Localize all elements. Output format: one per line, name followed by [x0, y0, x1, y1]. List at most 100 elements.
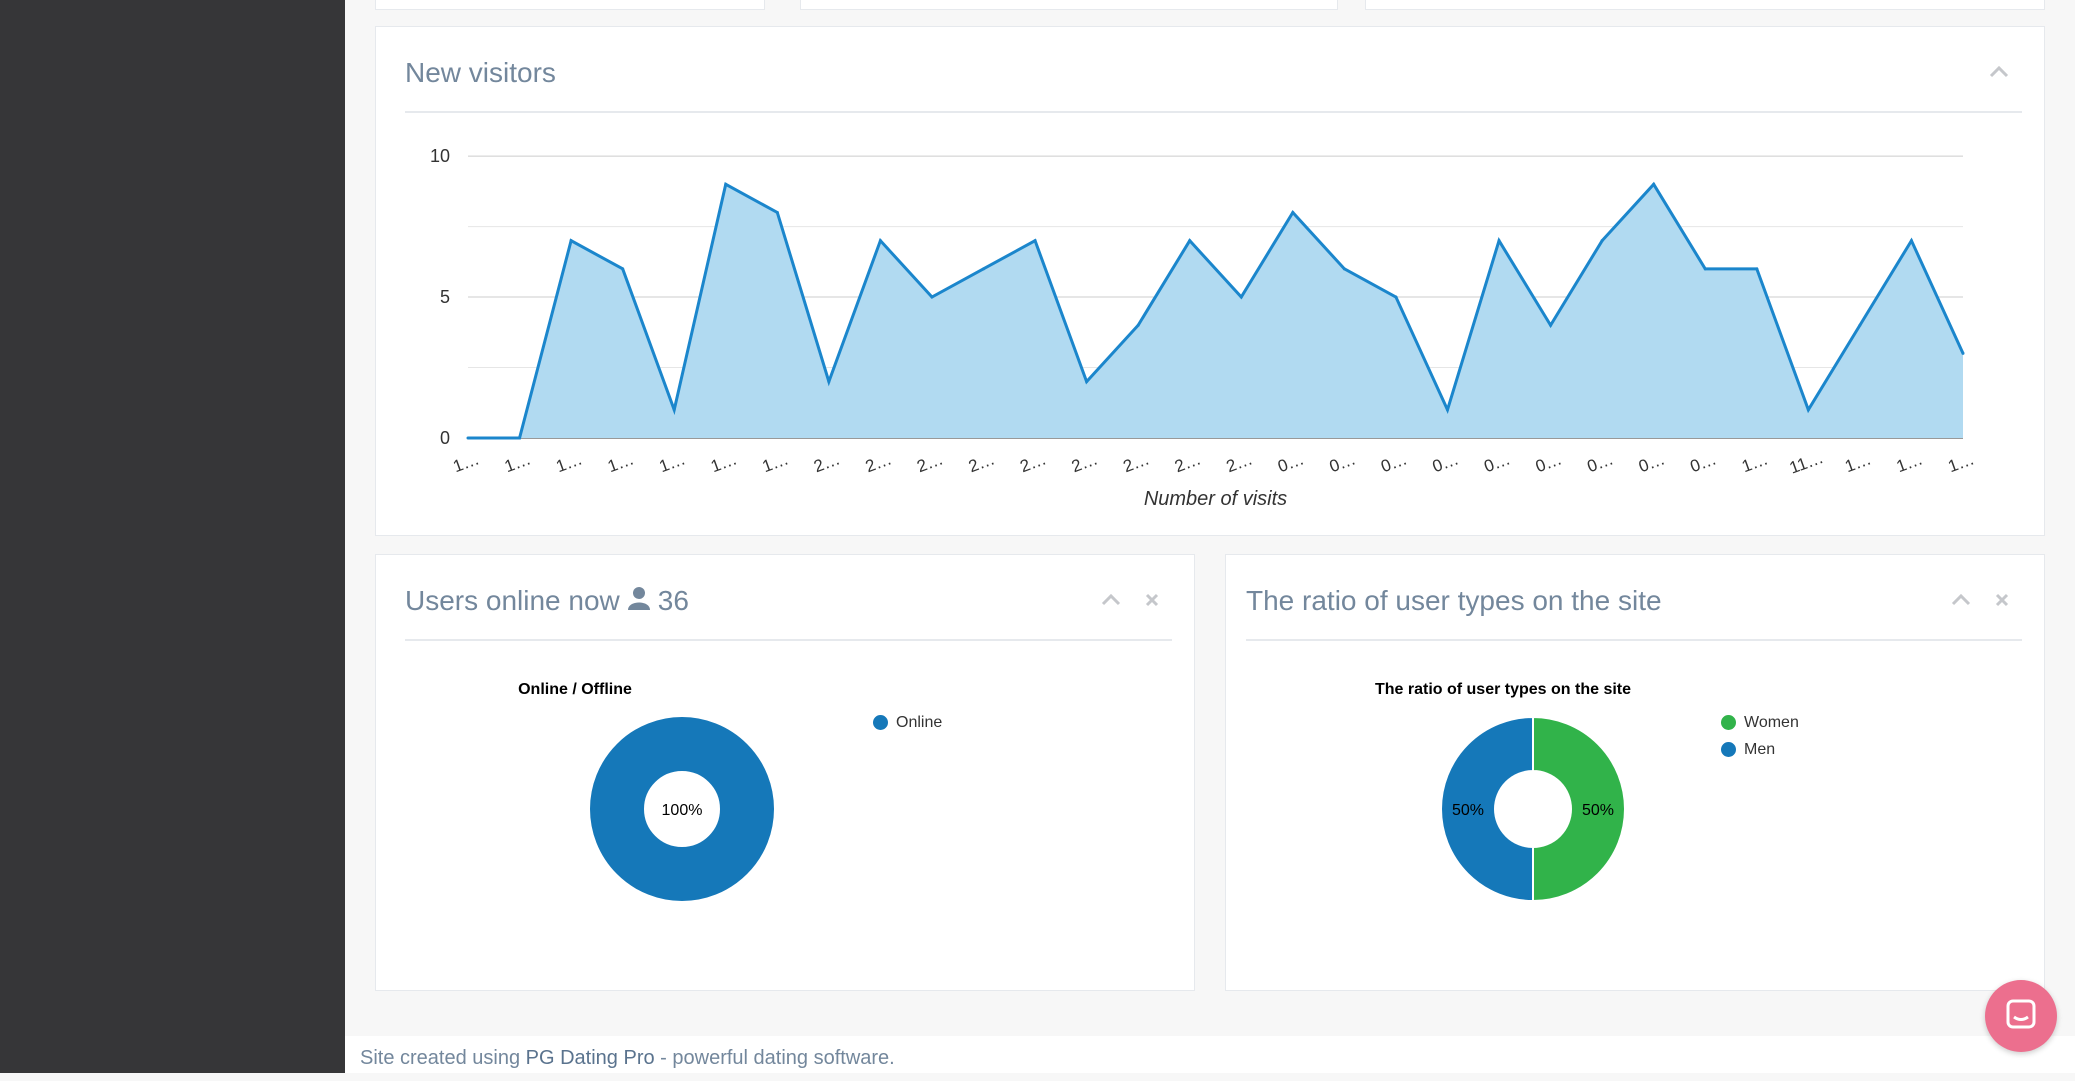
legend-item-men: Men	[1721, 736, 1799, 763]
data-point	[1600, 239, 1604, 243]
data-point	[1858, 323, 1862, 327]
x-tick-label: 0…	[1327, 449, 1358, 476]
data-point	[1188, 239, 1192, 243]
data-point	[1136, 323, 1140, 327]
footer: Site created using PG Dating Pro - power…	[345, 1036, 2075, 1073]
data-point	[1394, 295, 1398, 299]
x-tick-label: 1…	[1945, 449, 1976, 476]
x-tick-label: 0…	[1636, 449, 1667, 476]
close-icon[interactable]	[1144, 589, 1160, 613]
close-icon[interactable]	[1994, 589, 2010, 613]
data-point	[1445, 408, 1449, 412]
data-point	[1909, 239, 1913, 243]
users-online-count: 36	[657, 585, 689, 616]
x-tick-label: 1…	[708, 449, 739, 476]
data-point	[1703, 267, 1707, 271]
user-icon	[627, 583, 650, 619]
footer-suffix: - powerful dating software.	[654, 1047, 895, 1069]
top-panel-1	[375, 0, 765, 10]
x-tick-label: 2…	[914, 449, 945, 476]
new-visitors-panel: New visitors 0 5 10 1… 1… 1… 1… 1… 1… 1… 2… 2… 2… 2… 2…	[375, 26, 2045, 536]
chevron-up-icon[interactable]	[1950, 589, 1972, 613]
pie-slice	[590, 717, 774, 901]
x-tick-label: 1…	[450, 449, 481, 476]
x-tick-label: 1…	[657, 449, 688, 476]
slice-label: 50%	[1452, 802, 1484, 819]
data-point	[1085, 380, 1089, 384]
x-tick-label: 2…	[1018, 449, 1049, 476]
data-point	[775, 210, 779, 214]
data-point	[1033, 239, 1037, 243]
x-tick-label: 2…	[1172, 449, 1203, 476]
new-visitors-tools	[1988, 61, 2010, 85]
x-tick-label: 0…	[1430, 449, 1461, 476]
legend-label-women: Women	[1744, 713, 1799, 731]
data-point	[724, 182, 728, 186]
data-point	[827, 380, 831, 384]
data-point	[1806, 408, 1810, 412]
user-ratio-panel: The ratio of user types on the site The …	[1225, 554, 2045, 991]
user-ratio-title-text: The ratio of user types on the site	[1246, 585, 1662, 616]
legend-label-men: Men	[1744, 740, 1776, 758]
data-point	[982, 267, 986, 271]
x-tick-label: 2…	[863, 449, 894, 476]
chevron-up-icon[interactable]	[1988, 61, 2010, 85]
chat-launcher-button[interactable]	[1985, 980, 2057, 1052]
chart-title: Online / Offline	[518, 681, 632, 698]
new-visitors-chart: 0 5 10 1… 1… 1… 1… 1… 1… 1… 2… 2… 2… 2… 2… 2… 2… 2… 2… 0… 0……	[430, 146, 1977, 510]
legend-swatch-online	[873, 715, 888, 730]
new-visitors-header: New visitors	[405, 55, 2022, 113]
footer-link-pg-dating-pro[interactable]: PG Dating Pro	[525, 1047, 655, 1069]
users-online-title: Users online now 36	[405, 583, 1172, 619]
user-ratio-chart: The ratio of user types on the site 50% 50…	[1375, 681, 1631, 903]
x-tick-label: 1…	[554, 449, 585, 476]
x-tick-label: 2…	[966, 449, 997, 476]
data-point	[878, 239, 882, 243]
x-tick-label: 2…	[1069, 449, 1100, 476]
x-tick-label: 0…	[1378, 449, 1409, 476]
y-tick-label: 0	[440, 428, 450, 448]
user-ratio-tools	[1950, 589, 2010, 613]
chart-title: The ratio of user types on the site	[1375, 681, 1631, 698]
users-online-header: Users online now 36	[405, 583, 1172, 641]
x-tick-label: 0…	[1275, 449, 1306, 476]
legend-item-online: Online	[873, 709, 942, 736]
data-point	[1549, 323, 1553, 327]
x-axis-label: Number of visits	[1144, 488, 1287, 510]
data-point	[930, 295, 934, 299]
data-point	[1961, 351, 1965, 355]
data-point	[1342, 267, 1346, 271]
x-tick-label: 1…	[502, 449, 533, 476]
x-tick-label: 1…	[1894, 449, 1925, 476]
user-ratio-legend: Women Men	[1721, 709, 1799, 763]
legend-swatch-men	[1721, 742, 1736, 757]
slice-label: 100%	[662, 802, 703, 819]
data-point	[621, 267, 625, 271]
x-tick-label: 2…	[811, 449, 842, 476]
users-online-title-text: Users online now	[405, 585, 620, 616]
x-tick-label: 0…	[1688, 449, 1719, 476]
slice-label: 50%	[1582, 802, 1614, 819]
data-point	[1291, 210, 1295, 214]
y-tick-label: 5	[440, 287, 450, 307]
legend-item-women: Women	[1721, 709, 1799, 736]
x-tick-label: 1…	[605, 449, 636, 476]
main-content: New visitors 0 5 10 1… 1… 1… 1… 1… 1… 1… 2… 2… 2… 2… 2…	[345, 0, 2075, 1073]
sidebar	[0, 0, 345, 1073]
x-tick-label: 11…	[1787, 448, 1826, 478]
top-panel-3	[1365, 0, 2045, 10]
x-tick-label: 0…	[1481, 449, 1512, 476]
x-tick-label: 1…	[760, 449, 791, 476]
series-area	[468, 184, 1963, 438]
data-point	[672, 408, 676, 412]
pie-slice	[1440, 715, 1534, 903]
y-tick-label: 10	[430, 146, 450, 166]
footer-prefix: Site created using	[360, 1047, 526, 1069]
data-point	[1755, 267, 1759, 271]
x-tick-label: 0…	[1585, 449, 1616, 476]
x-tick-label: 0…	[1533, 449, 1564, 476]
user-ratio-title: The ratio of user types on the site	[1246, 583, 2022, 619]
data-point	[466, 436, 470, 440]
chat-icon	[1985, 999, 2057, 1056]
chevron-up-icon[interactable]	[1100, 589, 1122, 613]
